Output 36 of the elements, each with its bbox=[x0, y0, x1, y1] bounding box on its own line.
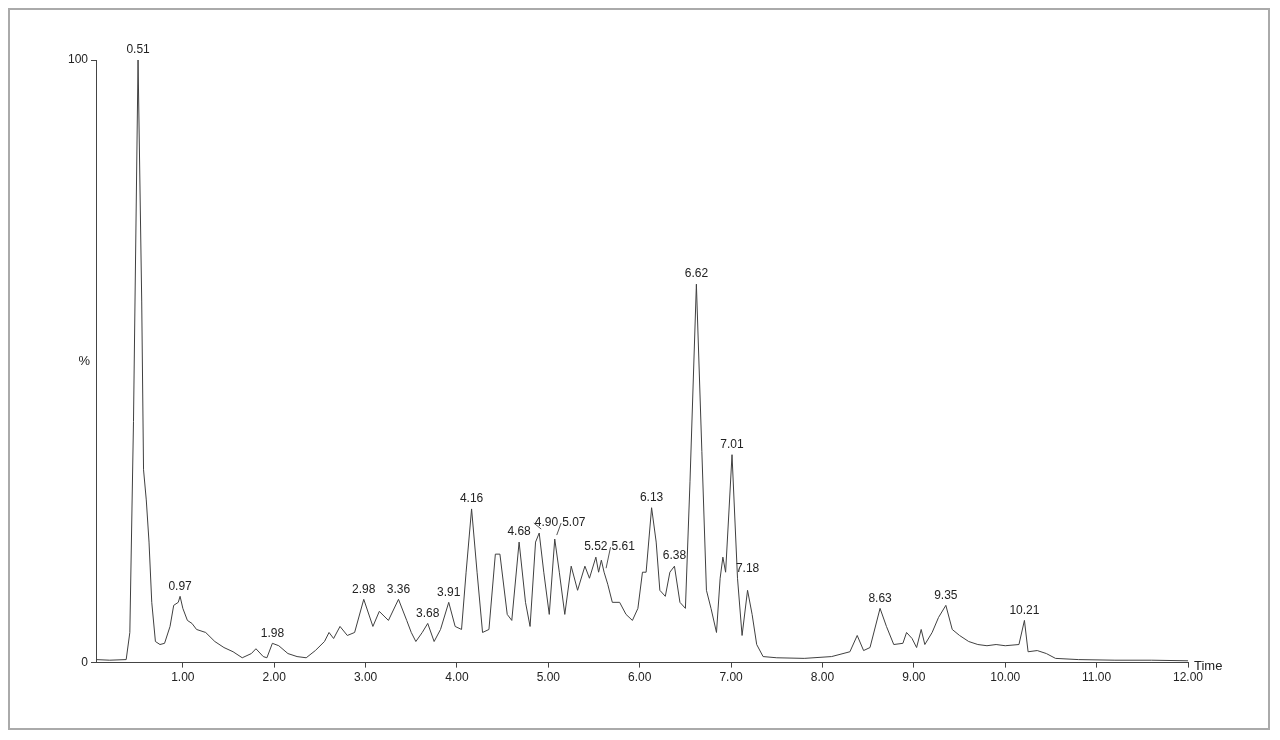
annotation: 3.36 bbox=[386, 581, 411, 596]
annotation: 3.91 bbox=[437, 584, 461, 599]
annotation: 9.35 bbox=[934, 587, 958, 602]
annotation: 6.13 bbox=[639, 490, 664, 505]
annotation: 5.61 bbox=[611, 539, 636, 554]
x-tick-label: 6.00 bbox=[628, 670, 652, 685]
annotation: 6.38 bbox=[662, 548, 687, 563]
x-tick-label: 8.00 bbox=[810, 670, 835, 685]
x-tick-label: 10.00 bbox=[990, 670, 1021, 685]
annotation: 1.98 bbox=[260, 625, 285, 640]
annotation: 2.98 bbox=[352, 581, 376, 596]
x-tick-label: 5.00 bbox=[536, 670, 561, 685]
y-tick-label: 100 bbox=[67, 52, 89, 67]
y-axis-title: % bbox=[78, 352, 91, 368]
annotation: 0.51 bbox=[126, 42, 151, 57]
annotation: 5.52 bbox=[584, 539, 608, 554]
x-tick-label: 11.00 bbox=[1082, 670, 1112, 685]
annotation: 7.01 bbox=[720, 437, 745, 452]
annotation: 7.18 bbox=[735, 560, 760, 575]
x-tick-label: 1.00 bbox=[171, 670, 195, 685]
annotation: 4.16 bbox=[459, 491, 484, 506]
x-tick-label: 9.00 bbox=[902, 670, 926, 685]
x-tick-label: 4.00 bbox=[445, 670, 469, 685]
annotation: 3.68 bbox=[416, 605, 440, 620]
annotation: 0.97 bbox=[168, 578, 193, 593]
annotation: 6.62 bbox=[684, 266, 709, 281]
annotation: 4.90 bbox=[534, 515, 559, 530]
y-tick-label: 0 bbox=[81, 654, 89, 669]
annotation: 5.07 bbox=[562, 515, 586, 530]
x-tick-label: 12.00 bbox=[1172, 670, 1204, 685]
annotation: 4.68 bbox=[507, 524, 532, 539]
x-tick-label: 2.00 bbox=[262, 670, 287, 685]
annotation: 8.63 bbox=[868, 590, 893, 605]
x-tick-label: 3.00 bbox=[353, 670, 378, 685]
annotation: 10.21 bbox=[1009, 602, 1040, 617]
x-tick-label: 7.00 bbox=[719, 670, 744, 685]
